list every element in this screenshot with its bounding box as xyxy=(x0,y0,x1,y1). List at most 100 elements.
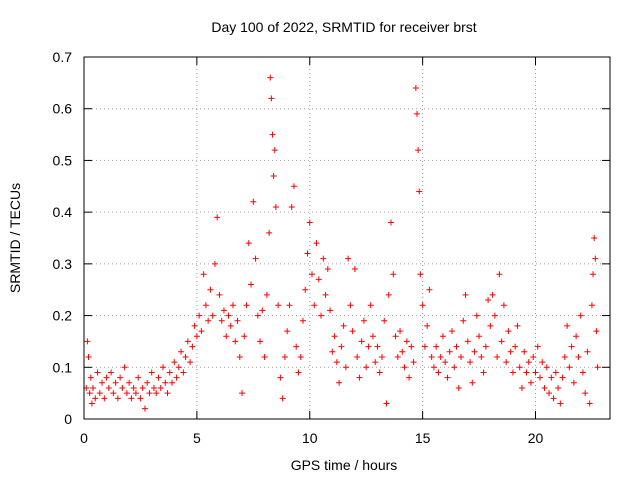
data-point xyxy=(467,359,474,366)
data-point xyxy=(369,333,376,340)
data-point xyxy=(211,260,218,267)
data-point xyxy=(182,353,189,360)
data-point xyxy=(413,110,420,117)
data-point xyxy=(505,328,512,335)
data-point xyxy=(451,364,458,371)
data-point xyxy=(453,343,460,350)
data-point xyxy=(442,359,449,366)
data-point xyxy=(417,271,424,278)
data-point xyxy=(564,322,571,329)
data-point xyxy=(593,328,600,335)
data-point xyxy=(279,395,286,402)
data-point xyxy=(112,379,119,386)
data-point xyxy=(485,297,492,304)
data-point xyxy=(270,172,277,179)
data-point xyxy=(198,328,205,335)
data-point xyxy=(189,343,196,350)
data-point xyxy=(537,374,544,381)
data-point xyxy=(243,302,250,309)
data-point xyxy=(318,312,325,319)
data-point xyxy=(568,343,575,350)
data-point xyxy=(530,353,537,360)
data-point xyxy=(272,203,279,210)
data-point xyxy=(394,353,401,360)
data-point xyxy=(267,74,274,81)
data-point xyxy=(333,359,340,366)
data-point xyxy=(266,229,273,236)
data-point xyxy=(178,348,185,355)
data-point xyxy=(187,359,194,366)
data-point xyxy=(399,348,406,355)
data-point xyxy=(293,343,300,350)
data-point xyxy=(164,390,171,397)
data-point xyxy=(518,384,525,391)
data-point xyxy=(435,369,442,376)
data-point xyxy=(232,338,239,345)
data-point xyxy=(543,364,550,371)
data-point xyxy=(541,384,548,391)
data-point xyxy=(539,359,546,366)
data-point xyxy=(437,353,444,360)
data-point xyxy=(523,369,530,376)
data-point xyxy=(419,302,426,309)
y-tick-label: 0.1 xyxy=(53,359,73,375)
data-point xyxy=(259,307,266,314)
data-point xyxy=(121,364,128,371)
y-axis-label: SRMTID / TECUs xyxy=(7,183,23,293)
data-point xyxy=(383,400,390,407)
data-point xyxy=(234,317,241,324)
data-point xyxy=(88,400,95,407)
data-point xyxy=(313,240,320,247)
data-point xyxy=(110,390,117,397)
data-point xyxy=(144,379,151,386)
data-point xyxy=(331,333,338,340)
data-point xyxy=(367,302,374,309)
data-point xyxy=(498,338,505,345)
grid-lines xyxy=(84,57,610,419)
data-point xyxy=(458,353,465,360)
data-point xyxy=(216,291,223,298)
plot-frame xyxy=(83,56,611,420)
data-point xyxy=(126,379,133,386)
data-point xyxy=(509,369,516,376)
data-point xyxy=(299,317,306,324)
y-tick-label: 0 xyxy=(64,411,72,427)
data-point xyxy=(327,307,334,314)
data-point xyxy=(286,302,293,309)
data-point xyxy=(302,286,309,293)
data-point xyxy=(403,338,410,345)
data-point xyxy=(500,302,507,309)
data-point xyxy=(527,379,534,386)
data-point xyxy=(309,271,316,278)
y-tick-label: 0.6 xyxy=(53,101,73,117)
data-point xyxy=(455,384,462,391)
data-point xyxy=(439,333,446,340)
data-point xyxy=(534,343,541,350)
data-point xyxy=(99,379,106,386)
data-point xyxy=(236,353,243,360)
data-point xyxy=(575,353,582,360)
data-point xyxy=(416,188,423,195)
data-point xyxy=(412,85,419,92)
data-point xyxy=(351,266,358,273)
data-point xyxy=(342,364,349,371)
data-point xyxy=(150,384,157,391)
data-point xyxy=(421,343,428,350)
data-point xyxy=(410,359,417,366)
data-point xyxy=(446,348,453,355)
axis-ticks: 0 0.1 0.2 0.3 0.4 0.5 0.6 0.7 0 5 10 15 20 xyxy=(53,49,610,446)
data-point xyxy=(284,328,291,335)
data-point xyxy=(271,147,278,154)
x-axis-label: GPS time / hours xyxy=(291,457,398,473)
data-point xyxy=(462,291,469,298)
data-point xyxy=(180,369,187,376)
data-point xyxy=(229,302,236,309)
data-point xyxy=(290,183,297,190)
data-point xyxy=(550,395,557,402)
data-point xyxy=(566,364,573,371)
data-point xyxy=(552,369,559,376)
data-point xyxy=(347,302,354,309)
data-point xyxy=(252,255,259,262)
data-point xyxy=(166,369,173,376)
data-point xyxy=(205,317,212,324)
